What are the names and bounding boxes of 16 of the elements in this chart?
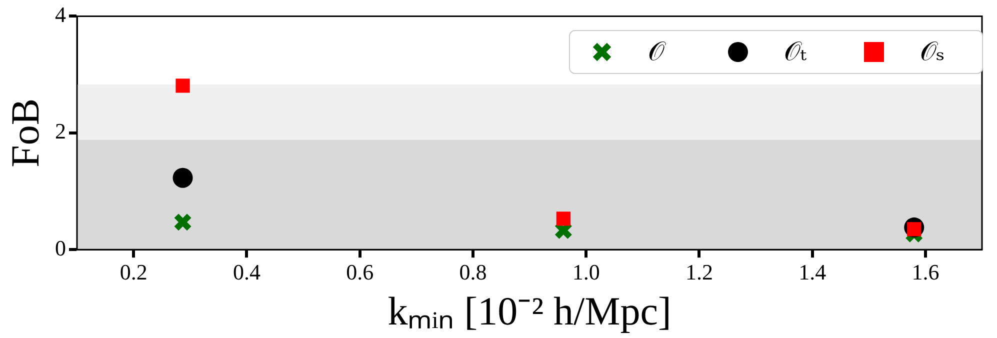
- x-tick-label: 0.2: [120, 260, 148, 285]
- x-tick-label: 1.4: [798, 260, 826, 285]
- x-tick-label: 0.4: [232, 260, 260, 285]
- y-axis-title: FoB: [2, 98, 48, 168]
- x-tick-label: 0.8: [459, 260, 487, 285]
- legend-label: 𝒪ₜ: [784, 37, 808, 67]
- x-tick-label: 0.6: [346, 260, 374, 285]
- legend-label: 𝒪ₛ: [920, 37, 946, 67]
- x-tick-label: 1.6: [912, 260, 940, 285]
- legend-label: 𝒪: [648, 37, 667, 67]
- y-tick-label: 0: [55, 235, 66, 260]
- y-tick-label: 2: [55, 118, 66, 144]
- x-tick-label: 1.0: [572, 260, 600, 285]
- x-tick-label: 1.2: [685, 260, 713, 285]
- x-axis-title: kₘᵢₙ [10⁻² h/Mpc]: [388, 288, 672, 334]
- y-tick-label: 4: [55, 2, 66, 27]
